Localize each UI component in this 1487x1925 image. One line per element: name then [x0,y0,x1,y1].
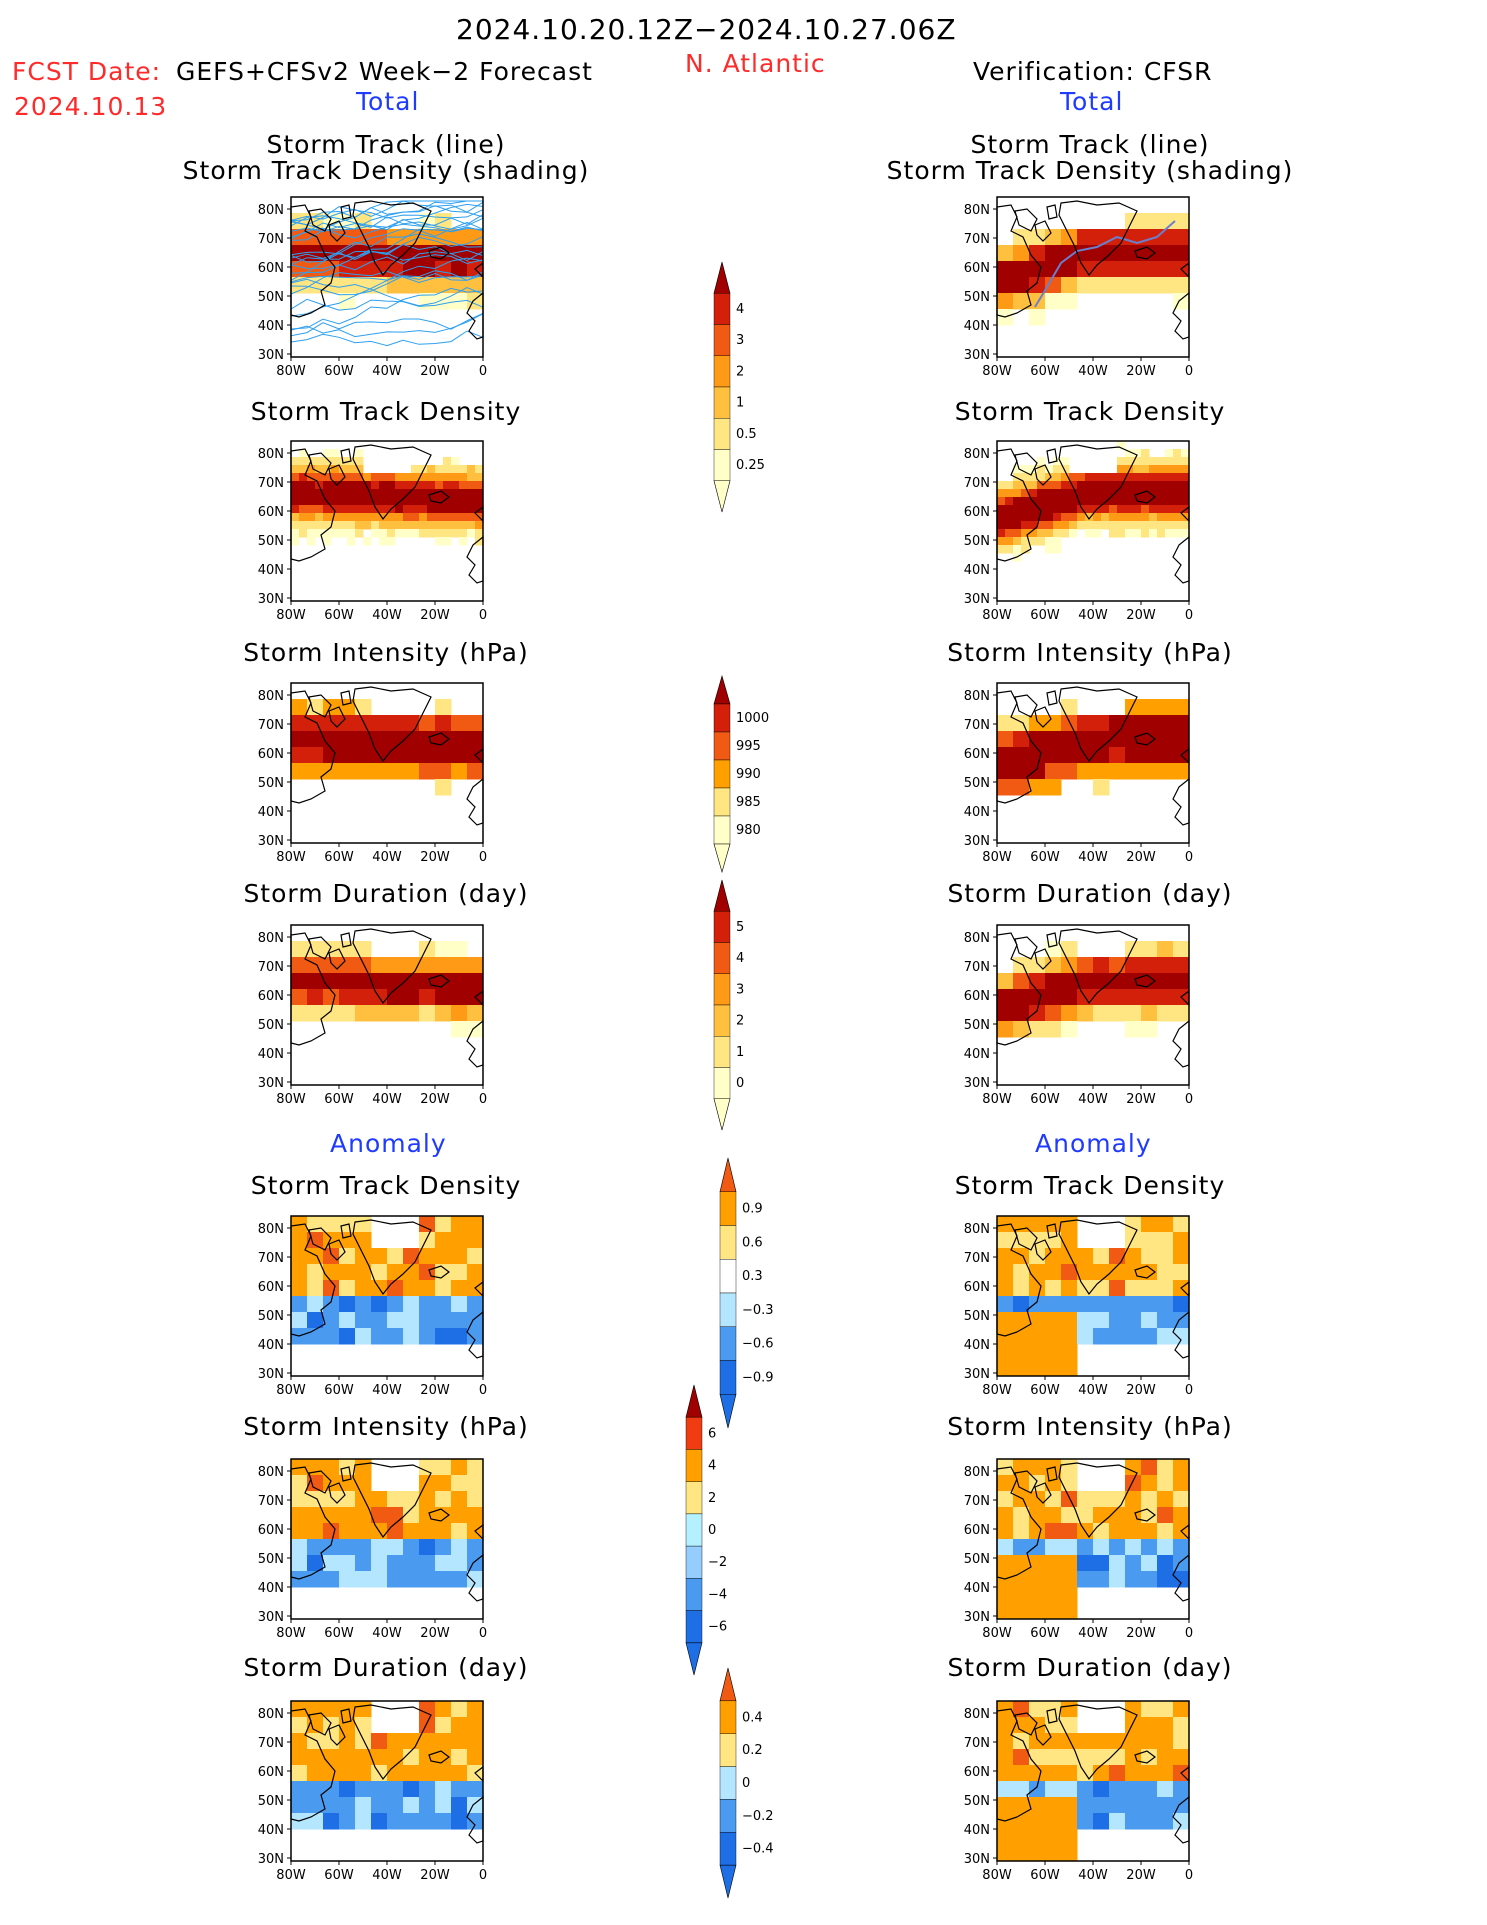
title-intensity-left: Storm Intensity (hPa) [243,638,529,667]
colorbar-tick-label: 995 [736,739,761,754]
colorbar-tick-label: 2 [736,364,744,379]
colorbar-tick-label: 0 [736,1076,744,1091]
total-label-right: Total [1060,87,1124,116]
colorbar-tick-label: 1 [736,1045,744,1060]
verification-label: Verification: CFSR [973,57,1213,86]
title-duration-anom-right: Storm Duration (day) [947,1653,1233,1682]
region-label: N. Atlantic [685,49,826,78]
colorbar-tick-label: 0.25 [736,458,765,473]
colorbar-tick-label: 0.3 [742,1269,763,1284]
colorbar-tick-label: −0.6 [742,1337,774,1352]
fcst-date-value: 2024.10.13 [14,92,168,121]
colorbar-tick-label: 4 [736,302,744,317]
colorbar-tick-label: 0.4 [742,1710,763,1725]
colorbar-tick-label: 0 [742,1776,750,1791]
colorbar-tick-label: 0 [708,1523,716,1538]
colorbar-tick-label: 6 [708,1426,716,1441]
colorbar-tick-label: −6 [708,1620,727,1635]
title-density-anom-left: Storm Track Density [250,1171,522,1200]
title-density-anom-right: Storm Track Density [954,1171,1226,1200]
title-track-shading-right: Storm Track Density (shading) [886,156,1294,185]
total-label-left: Total [356,87,420,116]
colorbar-tick-label: 3 [736,333,744,348]
forecast-period: 2024.10.20.12Z−2024.10.27.06Z [456,13,957,46]
colorbar-tick-label: 985 [736,795,761,810]
title-density-right: Storm Track Density [954,397,1226,426]
fcst-date-label: FCST Date: [12,57,162,86]
colorbar-tick-label: 5 [736,920,744,935]
colorbar-tick-label: 0.9 [742,1202,763,1217]
fcst-model-label: GEFS+CFSv2 Week−2 Forecast [176,57,593,86]
colorbar-tick-label: −0.2 [742,1809,774,1824]
colorbar-tick-label: 4 [708,1459,716,1474]
colorbar-tick-label: 3 [736,982,744,997]
colorbar-tick-label: −0.3 [742,1303,774,1318]
title-track-shading-left: Storm Track Density (shading) [182,156,590,185]
anomaly-label-left: Anomaly [330,1129,447,1158]
title-intensity-anom-left: Storm Intensity (hPa) [243,1412,529,1441]
colorbar-tick-label: 2 [736,1014,744,1029]
colorbar-tick-label: −0.4 [742,1842,774,1857]
colorbar-tick-label: 4 [736,951,744,966]
colorbar-tick-label: 0.6 [742,1235,763,1250]
title-duration-right: Storm Duration (day) [947,879,1233,908]
colorbar-tick-label: 980 [736,823,761,838]
title-duration-anom-left: Storm Duration (day) [243,1653,529,1682]
title-track-line-right: Storm Track (line) [970,130,1210,159]
title-track-line-left: Storm Track (line) [266,130,506,159]
title-intensity-right: Storm Intensity (hPa) [947,638,1233,667]
colorbar-tick-label: 1000 [736,711,769,726]
anomaly-label-right: Anomaly [1035,1129,1152,1158]
colorbar-tick-label: −0.9 [742,1370,774,1385]
colorbar-tick-label: 990 [736,767,761,782]
colorbar-tick-label: −4 [708,1587,727,1602]
title-intensity-anom-right: Storm Intensity (hPa) [947,1412,1233,1441]
colorbar-tick-label: 1 [736,396,744,411]
colorbar-tick-label: 0.2 [742,1743,763,1758]
title-density-left: Storm Track Density [250,397,522,426]
colorbar-tick-label: −2 [708,1555,727,1570]
colorbar-tick-label: 2 [708,1491,716,1506]
colorbar-tick-label: 0.5 [736,427,757,442]
title-duration-left: Storm Duration (day) [243,879,529,908]
